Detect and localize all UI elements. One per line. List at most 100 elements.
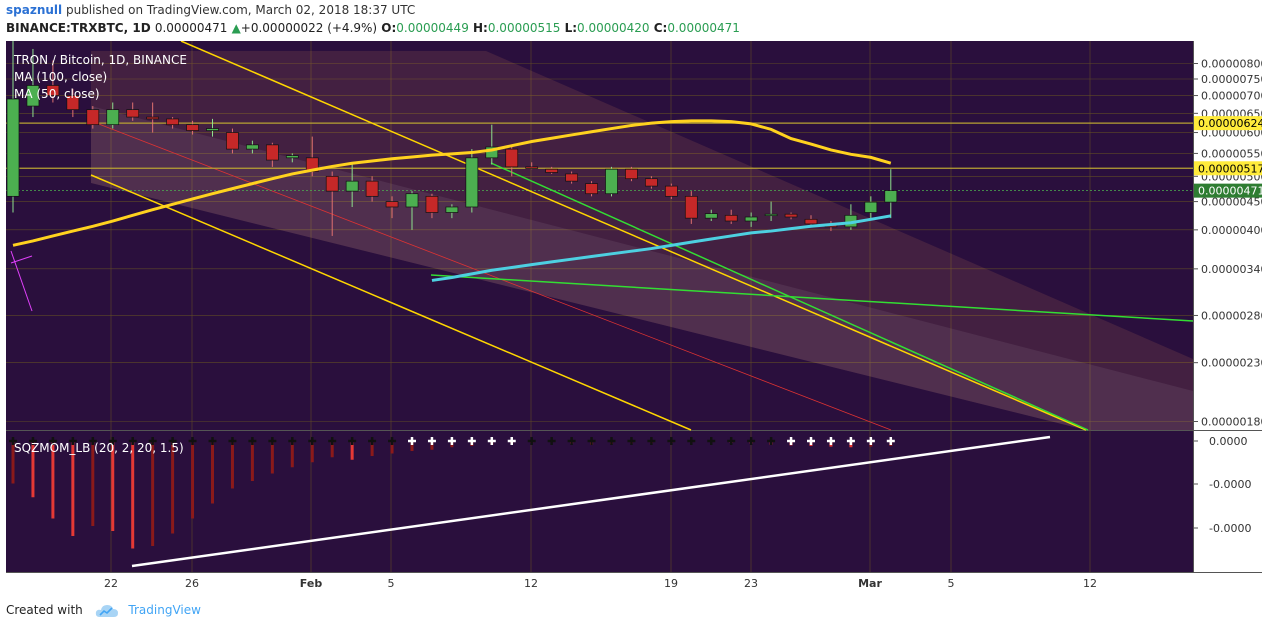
price-tag-label: 0.00000471 — [1198, 185, 1262, 198]
price-axis-label: 0.00000450 — [1201, 196, 1262, 209]
candle-body — [266, 144, 279, 161]
price-axis-label: 0.00000800 — [1201, 58, 1262, 71]
price-axis-label: 0.00000550 — [1201, 147, 1262, 160]
candle-body — [325, 175, 339, 192]
momentum-bar — [131, 441, 135, 549]
price-axis-label: 0.00000280 — [1201, 309, 1262, 322]
price-tag-label: 0.00000624 — [1198, 117, 1262, 130]
momentum-bar — [330, 441, 334, 458]
price-tag — [1194, 161, 1262, 176]
open-value: 0.00000449 — [396, 21, 469, 35]
ma50-legend: MA (50, close) — [14, 87, 100, 101]
price-axis-label: 0.00000700 — [1201, 90, 1262, 103]
candle-body — [26, 85, 40, 107]
candle-body — [505, 148, 519, 168]
momentum-histogram — [9, 435, 1051, 568]
momentum-bar — [250, 441, 254, 481]
candle-body — [226, 132, 239, 150]
green-trendline-support — [430, 274, 1194, 322]
momentum-bar — [11, 441, 15, 484]
momentum-bar — [430, 441, 434, 450]
candle-body — [345, 180, 359, 192]
candle-body — [864, 201, 878, 213]
price-chart[interactable]: 0.000008000.000007500.000007000.00000650… — [6, 41, 1262, 591]
ma100-legend: MA (100, close) — [14, 70, 107, 84]
price-axis-label: 0.00000400 — [1201, 224, 1262, 237]
author-name[interactable]: spaznull — [6, 3, 63, 17]
momentum-bar — [390, 441, 394, 454]
momentum-bar — [410, 441, 414, 451]
momentum-bar — [211, 441, 214, 504]
price-tag-label: 0.00000517 — [1198, 162, 1262, 175]
magenta-line — [10, 250, 33, 312]
momentum-bar — [350, 441, 354, 460]
candle-body — [465, 157, 479, 208]
momentum-bar — [71, 441, 75, 536]
close-value: 0.00000471 — [667, 21, 740, 35]
candle-body — [405, 193, 419, 208]
chart-title: TRON / Bitcoin, 1D, BINANCE — [13, 53, 187, 67]
momentum-bar — [191, 441, 195, 519]
candle-body — [485, 146, 499, 159]
price-tag — [1194, 183, 1262, 198]
date-axis-label: Feb — [300, 577, 323, 590]
candle-body — [764, 213, 778, 217]
candle-body — [186, 124, 199, 131]
momentum-bar — [230, 441, 234, 489]
low-label: L: — [564, 21, 578, 35]
tradingview-link[interactable]: TradingView — [128, 603, 201, 617]
date-axis-label: Mar — [858, 577, 882, 590]
low-value: 0.00000420 — [577, 21, 650, 35]
date-axis-label: 19 — [664, 577, 678, 590]
date-axis-label: 26 — [185, 577, 199, 590]
candle-body — [884, 190, 898, 203]
axes: 0.000008000.000007500.000007000.00000650… — [104, 58, 1262, 590]
symbol-label: BINANCE:TRXBTC, 1D — [6, 21, 151, 35]
tradingview-cloud-icon — [95, 604, 118, 617]
moving-averages — [12, 119, 892, 282]
momentum-axis-label: 0.0000 — [1209, 435, 1248, 448]
candle-body — [744, 216, 758, 222]
close-label: C: — [653, 21, 668, 35]
candle-body — [664, 185, 678, 197]
candles — [6, 41, 898, 236]
ohlc-header: BINANCE:TRXBTC, 1D 0.00000471 ▲+0.000000… — [6, 21, 740, 35]
momentum-bar — [270, 441, 274, 474]
candle-body — [365, 180, 379, 197]
candle-body — [605, 168, 618, 195]
price-change: +0.00000022 (+4.9%) — [240, 21, 378, 35]
momentum-bar — [171, 441, 175, 534]
candle-body — [684, 195, 698, 219]
candle-body — [804, 218, 818, 225]
momentum-bar — [290, 441, 294, 468]
price-axis-label: 0.00000230 — [1201, 357, 1262, 370]
momentum-bar — [111, 441, 115, 531]
momentum-bar — [151, 441, 155, 546]
grid — [6, 41, 1193, 572]
candle-body — [565, 173, 578, 182]
indicator-legend: SQZMOM_LB (20, 2, 20, 1.5) — [14, 441, 184, 455]
magenta-line — [10, 255, 33, 264]
yellow-trendline-upper — [180, 41, 1087, 431]
momentum-bar — [310, 441, 314, 463]
candle-body — [86, 109, 100, 126]
date-axis-label: 12 — [1083, 577, 1097, 590]
momentum-bar — [91, 441, 95, 526]
last-price: 0.00000471 — [154, 21, 228, 35]
candle-body — [46, 85, 60, 96]
candle-body — [206, 128, 219, 131]
price-axis-label: 0.00000340 — [1201, 263, 1262, 276]
candle-body — [425, 195, 439, 213]
publish-info: published on TradingView.com, March 02, … — [65, 3, 416, 17]
regression-midline — [90, 120, 892, 431]
candle-body — [645, 178, 658, 187]
candle-body — [246, 144, 259, 150]
publish-header: spaznull published on TradingView.com, M… — [6, 3, 415, 17]
date-axis-label: 22 — [104, 577, 118, 590]
momentum-bar — [370, 441, 374, 456]
ma50-line — [431, 214, 892, 282]
candle-body — [625, 168, 638, 180]
momentum-axis-label: -0.0000 — [1209, 478, 1251, 491]
candle-body — [166, 118, 179, 126]
candle-body — [285, 155, 299, 159]
